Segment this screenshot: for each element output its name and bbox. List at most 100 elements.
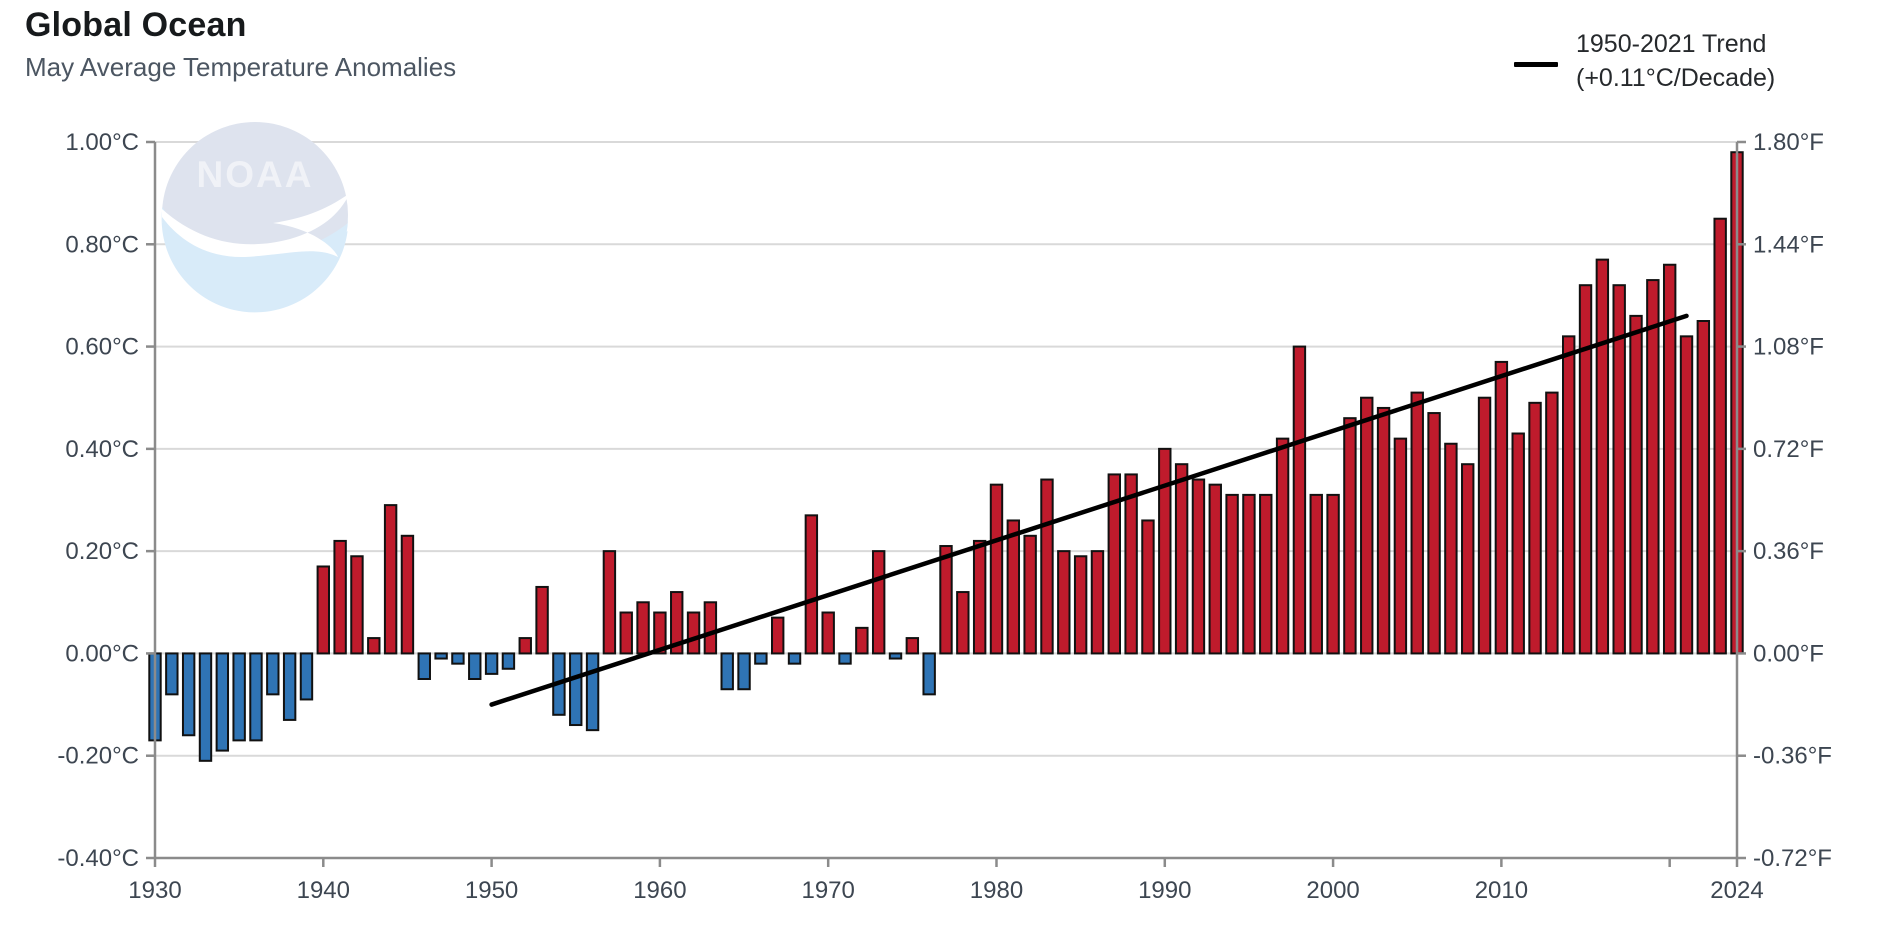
bar-1936 [249, 652, 263, 742]
bar-1948 [451, 652, 465, 665]
bar-1983 [1040, 478, 1054, 655]
x-axis-label-1980: 1980 [970, 877, 1023, 904]
bar-1952 [518, 637, 532, 655]
bar-1999 [1309, 493, 1323, 655]
noaa-logo-sea [161, 207, 348, 313]
bar-1974 [888, 652, 903, 660]
bar-2011 [1511, 432, 1525, 655]
bar-1955 [569, 652, 583, 727]
y-axis-label-celsius: -0.20°C [57, 743, 139, 770]
y-axis-label-fahrenheit: 0.72°F [1753, 436, 1824, 463]
x-axis-label-1930: 1930 [128, 877, 181, 904]
y-axis-label-celsius: 0.40°C [65, 436, 139, 463]
bar-1989 [1141, 519, 1155, 655]
bar-1976 [922, 652, 936, 696]
bar-1932 [181, 652, 196, 737]
bar-1981 [1006, 519, 1021, 655]
bar-2001 [1343, 417, 1357, 655]
noaa-logo-watermark: NOAA [161, 122, 350, 313]
bar-1998 [1292, 345, 1307, 655]
trend-line [489, 313, 1689, 707]
bar-1970 [821, 611, 835, 655]
axis-layer [146, 140, 1746, 867]
bar-2009 [1477, 396, 1492, 655]
bar-2020 [1662, 263, 1677, 655]
y-axis-label-celsius: -0.40°C [57, 845, 139, 872]
trend-layer [489, 313, 1689, 707]
x-axis-label-1970: 1970 [801, 877, 854, 904]
bar-1933 [198, 652, 213, 762]
bar-1978 [956, 591, 970, 655]
bar-2019 [1646, 279, 1660, 655]
bar-1982 [1023, 534, 1037, 655]
bar-2003 [1376, 406, 1391, 655]
bar-1946 [417, 652, 431, 681]
bar-2016 [1595, 258, 1610, 655]
bar-2005 [1410, 391, 1424, 655]
bar-1988 [1124, 473, 1138, 655]
bar-1991 [1174, 463, 1189, 655]
bar-1965 [737, 652, 751, 691]
bar-2012 [1528, 401, 1542, 655]
y-axis-label-celsius: 0.00°C [65, 640, 139, 667]
y-axis-label-fahrenheit: 0.00°F [1753, 640, 1824, 667]
y-axis-label-celsius: 1.00°C [65, 129, 139, 156]
chart-subtitle: May Average Temperature Anomalies [25, 52, 457, 82]
bar-1996 [1259, 493, 1273, 655]
y-axis-label-fahrenheit: -0.72°F [1753, 845, 1832, 872]
bar-1949 [468, 652, 482, 681]
bar-layer [148, 151, 1744, 762]
chart-title: Global Ocean [25, 6, 247, 44]
bar-1972 [855, 626, 869, 655]
bar-1979 [972, 539, 987, 655]
bar-1941 [333, 539, 347, 655]
bar-2021 [1679, 335, 1694, 655]
bar-1958 [619, 611, 633, 655]
bar-2013 [1545, 391, 1559, 655]
bar-1977 [939, 545, 953, 655]
x-axis-label-2010: 2010 [1475, 877, 1528, 904]
trend-line-swatch [1514, 62, 1558, 67]
bar-1947 [434, 652, 448, 660]
trend-legend-rate: (+0.11°C/Decade) [1576, 64, 1776, 92]
y-axis-label-fahrenheit: 0.36°F [1753, 538, 1824, 565]
noaa-gull-icon [162, 193, 350, 258]
bar-2015 [1578, 284, 1593, 655]
x-axis-label-1990: 1990 [1138, 877, 1191, 904]
y-axis-label-fahrenheit: -0.36°F [1753, 743, 1832, 770]
trend-legend-label: 1950-2021 Trend [1576, 30, 1767, 58]
bar-1937 [266, 652, 280, 696]
bar-1971 [838, 652, 852, 665]
bar-1953 [535, 585, 549, 655]
bar-1997 [1275, 437, 1290, 655]
bar-1931 [165, 652, 179, 696]
x-axis-label-2024: 2024 [1710, 877, 1763, 904]
bar-1995 [1242, 493, 1256, 655]
y-axis-label-celsius: 0.20°C [65, 538, 139, 565]
bar-2014 [1562, 335, 1576, 655]
bar-2007 [1444, 442, 1458, 655]
bar-1964 [720, 652, 734, 691]
bar-1960 [653, 611, 667, 655]
bar-1940 [316, 565, 330, 655]
bar-1986 [1090, 550, 1105, 655]
bar-1984 [1057, 550, 1071, 655]
bar-2010 [1494, 360, 1509, 655]
bar-1990 [1158, 447, 1172, 655]
bar-1963 [703, 601, 718, 655]
y-axis-label-celsius: 0.80°C [65, 231, 139, 258]
bar-1938 [282, 652, 297, 721]
bar-1959 [636, 601, 650, 655]
bar-1969 [804, 514, 819, 655]
bar-1992 [1191, 478, 1206, 655]
bar-1993 [1208, 483, 1222, 655]
x-axis-label-1940: 1940 [297, 877, 350, 904]
bar-2006 [1427, 412, 1441, 655]
bar-2022 [1696, 320, 1711, 655]
bar-1987 [1107, 473, 1121, 655]
y-axis-label-fahrenheit: 1.80°F [1753, 129, 1824, 156]
bar-2023 [1713, 217, 1727, 655]
bar-1966 [754, 652, 768, 665]
